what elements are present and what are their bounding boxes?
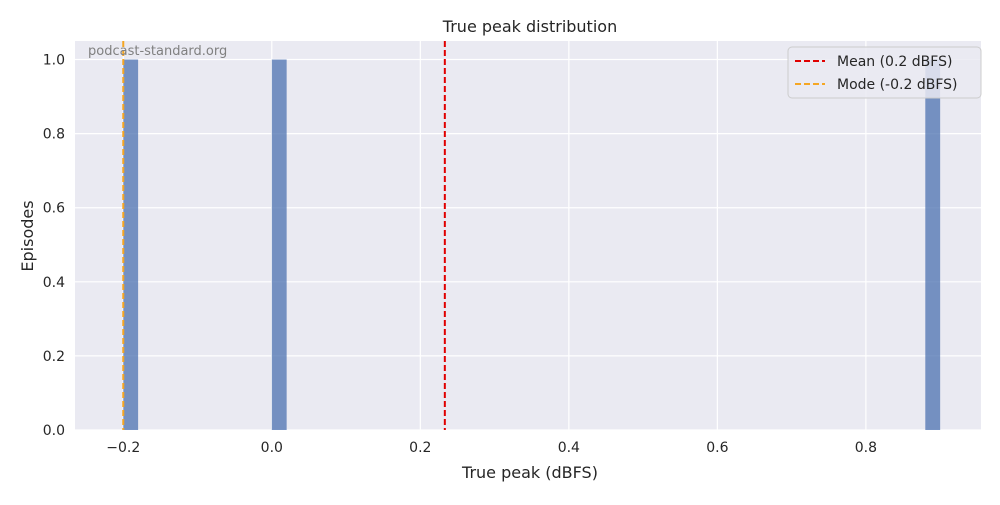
histogram-bar [925, 59, 941, 431]
y-axis-label: Episodes [18, 200, 37, 271]
histogram-bar [271, 59, 287, 431]
x-tick-label: 0.2 [409, 440, 431, 456]
y-tick-label: 0.4 [43, 275, 65, 291]
watermark: podcast-standard.org [88, 44, 227, 59]
x-tick-label: 0.6 [706, 440, 728, 456]
chart-title: True peak distribution [442, 17, 617, 36]
x-tick-labels: −0.2 0.0 0.2 0.4 0.6 0.8 [106, 440, 877, 456]
y-tick-label: 0.8 [43, 127, 65, 143]
plot-background [75, 41, 981, 430]
histogram-bar [123, 59, 139, 431]
y-tick-label: 0.0 [43, 423, 65, 439]
y-tick-labels: 0.0 0.2 0.4 0.6 0.8 1.0 [43, 53, 65, 439]
legend: Mean (0.2 dBFS) Mode (-0.2 dBFS) [787, 46, 982, 99]
y-tick-label: 0.2 [43, 349, 65, 365]
x-tick-label: 0.0 [261, 440, 283, 456]
reference-lines [122, 41, 446, 430]
bars [123, 59, 941, 431]
y-tick-label: 1.0 [43, 53, 65, 69]
x-tick-label: 0.8 [855, 440, 877, 456]
legend-label-mean: Mean (0.2 dBFS) [837, 54, 952, 70]
x-tick-label: −0.2 [106, 440, 140, 456]
y-tick-label: 0.6 [43, 201, 65, 217]
x-tick-label: 0.4 [558, 440, 580, 456]
legend-label-mode: Mode (-0.2 dBFS) [837, 77, 957, 93]
legend-box [787, 46, 982, 99]
grid-lines [75, 41, 981, 431]
x-axis-label: True peak (dBFS) [461, 463, 598, 482]
